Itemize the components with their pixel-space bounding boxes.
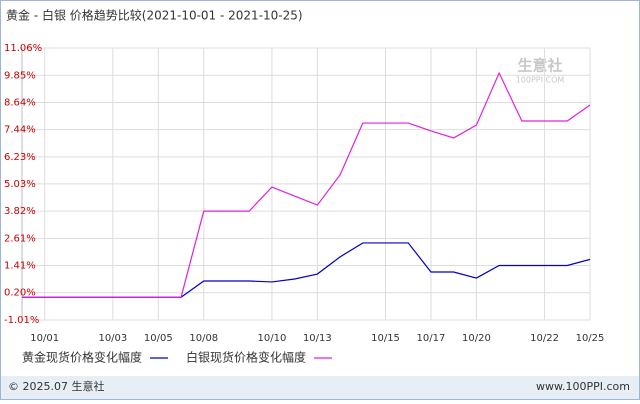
x-tick-label: 10/20	[462, 333, 491, 344]
y-tick-label: 6.23%	[4, 152, 36, 163]
y-tick-label: 3.82%	[4, 206, 36, 217]
chart-title: 黄金 - 白银 价格趋势比较(2021-10-01 - 2021-10-25)	[6, 8, 303, 23]
y-tick-label: 2.61%	[4, 233, 36, 244]
y-tick-label: 1.41%	[4, 260, 36, 271]
y-tick-label: 9.85%	[4, 70, 36, 81]
x-tick-label: 10/03	[98, 333, 127, 344]
y-tick-label: 8.64%	[4, 98, 36, 109]
x-tick-label: 10/10	[258, 333, 287, 344]
y-tick-label: 0.20%	[4, 288, 36, 299]
x-tick-label: 10/15	[371, 333, 400, 344]
x-tick-label: 10/13	[303, 333, 332, 344]
y-tick-label: 11.06%	[4, 43, 42, 54]
footer-bar	[1, 376, 639, 399]
legend-label: 黄金现货价格变化幅度	[22, 350, 142, 365]
x-tick-label: 10/05	[144, 333, 173, 344]
x-tick-label: 10/17	[417, 333, 446, 344]
x-tick-label: 10/25	[576, 333, 605, 344]
y-tick-label: 5.03%	[4, 179, 36, 190]
watermark-sub: 100PPI.COM	[516, 76, 565, 85]
x-tick-label: 10/08	[189, 333, 218, 344]
y-tick-label: -1.01%	[4, 315, 39, 326]
watermark: 生意社	[517, 57, 562, 75]
footer-right: www.100PPI.com	[536, 380, 630, 393]
x-tick-label: 10/01	[30, 333, 59, 344]
y-tick-label: 7.44%	[4, 125, 36, 136]
x-tick-label: 10/22	[530, 333, 559, 344]
series-line	[22, 71, 591, 298]
footer-left: © 2025.07 生意社	[8, 379, 104, 393]
legend-label: 白银现货价格变化幅度	[186, 350, 306, 365]
